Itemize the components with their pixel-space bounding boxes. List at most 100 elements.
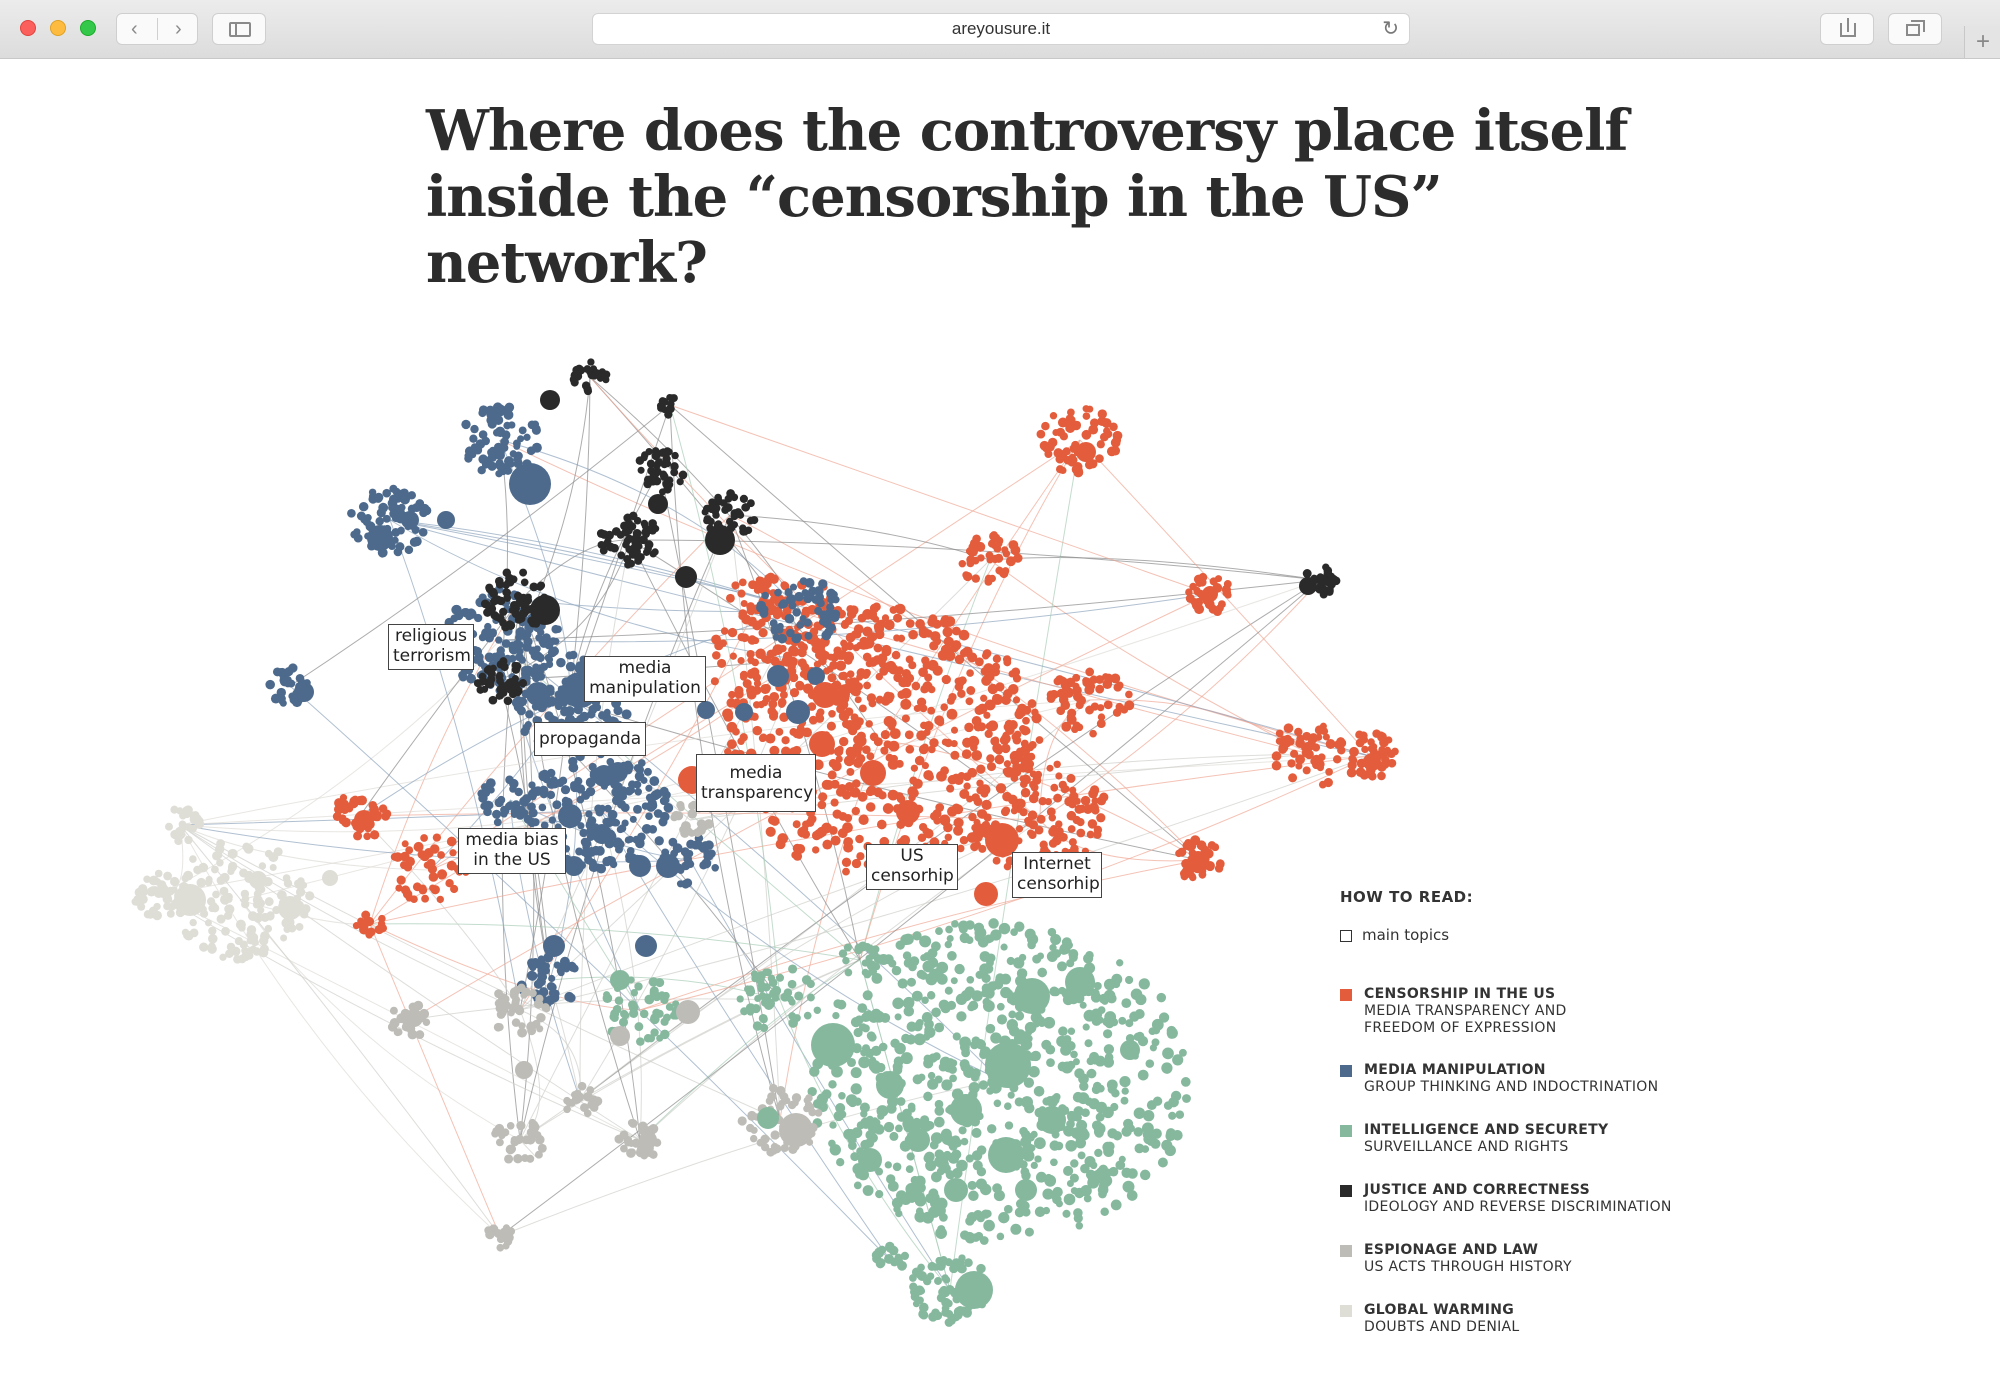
network-node [891,965,902,976]
network-node [608,762,628,782]
network-node [959,836,969,845]
network-node [1110,1199,1122,1211]
network-node [893,634,901,642]
network-node [1125,690,1133,699]
network-node [260,912,270,922]
network-node [951,1149,962,1160]
network-node [624,561,632,569]
network-node [281,918,292,928]
network-node [752,1021,763,1031]
network-node [787,656,798,667]
network-node [162,894,173,904]
network-node [965,1154,974,1163]
network-node [1007,794,1018,805]
network-node [1039,440,1050,451]
zoom-window-button[interactable] [80,20,96,36]
network-node [1090,702,1100,711]
network-node [148,875,159,886]
network-edge [179,824,501,1237]
network-node [1175,849,1183,858]
network-node [357,795,368,806]
network-node [794,591,804,602]
address-bar[interactable]: areyousure.it ↻ [592,13,1410,45]
network-node [1045,1044,1056,1055]
network-node [1010,545,1021,556]
tabs-button[interactable] [1888,13,1942,45]
network-node [971,574,981,583]
network-node [683,878,693,888]
network-node [853,734,863,745]
network-node [494,576,504,586]
network-node [1003,1204,1013,1214]
network-node [1066,1119,1075,1129]
network-node [1355,767,1366,778]
network-node [958,559,967,568]
network-node [514,456,522,465]
network-node [856,1121,865,1130]
network-node [509,463,551,505]
network-node [548,974,556,983]
network-node [1082,677,1092,688]
network-node [546,982,556,991]
new-tab-button[interactable]: + [1964,26,2000,58]
network-node [322,870,338,886]
network-node [693,828,702,837]
network-node [998,1212,1010,1224]
network-node [1053,760,1061,769]
share-button[interactable] [1820,13,1874,45]
network-node [671,810,681,821]
network-node [466,673,477,684]
network-node [519,796,529,807]
network-node [854,696,862,704]
network-node [797,641,806,649]
network-node [893,613,903,623]
network-edge [359,815,521,1011]
network-node [549,778,560,789]
network-node [508,606,516,614]
network-node [934,1075,943,1084]
network-node [564,856,584,876]
network-node [1012,762,1022,772]
network-node [1325,768,1333,776]
network-node [1013,730,1022,739]
network-node [866,1031,876,1041]
network-node [993,1099,1002,1108]
sidebar-button[interactable] [212,13,266,45]
close-window-button[interactable] [20,20,36,36]
network-node [253,913,263,923]
minimize-window-button[interactable] [50,20,66,36]
reload-icon[interactable]: ↻ [1382,18,1399,40]
network-node [401,511,419,529]
network-node [728,690,736,699]
network-node [891,650,901,660]
network-node [740,633,750,643]
network-node [973,818,981,826]
network-node [1073,797,1081,805]
network-node [1036,952,1045,960]
network-node [1001,743,1011,754]
network-node [725,593,735,603]
network-node [397,526,405,535]
network-node [979,1183,992,1196]
network-node [781,656,789,664]
network-node [1006,1021,1017,1031]
network-node [537,955,545,963]
network-node [900,1052,913,1065]
network-node [574,1092,585,1102]
back-button[interactable]: ‹ › [116,13,198,45]
network-node [1027,940,1036,950]
network-node [609,860,618,869]
network-node [1086,830,1095,839]
network-node [495,1138,504,1147]
network-node [639,1009,649,1019]
network-node [759,733,768,742]
legend-swatch [1340,1185,1352,1197]
network-node [969,743,978,752]
network-node [265,679,275,690]
network-node [613,706,623,716]
network-node [634,542,643,551]
network-node [1111,1089,1120,1098]
network-node [892,997,904,1010]
network-node [1002,689,1013,699]
